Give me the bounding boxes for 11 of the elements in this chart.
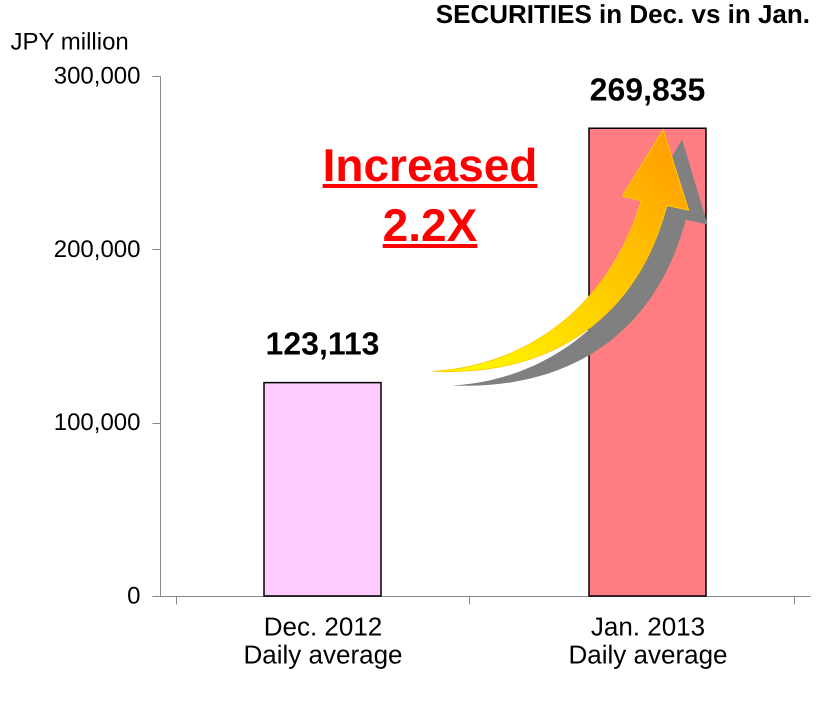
x-tick-label: Dec. 2012 Daily average [244,612,402,670]
y-tick-label: 100,000 [54,409,140,436]
annotation: Increased 2.2X [322,138,538,253]
x-tick-label: Jan. 2013 Daily average [568,612,728,670]
y-tick-label: 300,000 [54,62,140,90]
y-axis-title: JPY million [10,28,129,56]
y-tick-label: 200,000 [54,236,140,263]
data-label: 123,113 [266,326,380,362]
data-label: 269,835 [590,71,706,108]
chart-title: SECURITIES in Dec. vs in Jan. [436,0,810,29]
y-tick-label: 0 [127,582,140,610]
